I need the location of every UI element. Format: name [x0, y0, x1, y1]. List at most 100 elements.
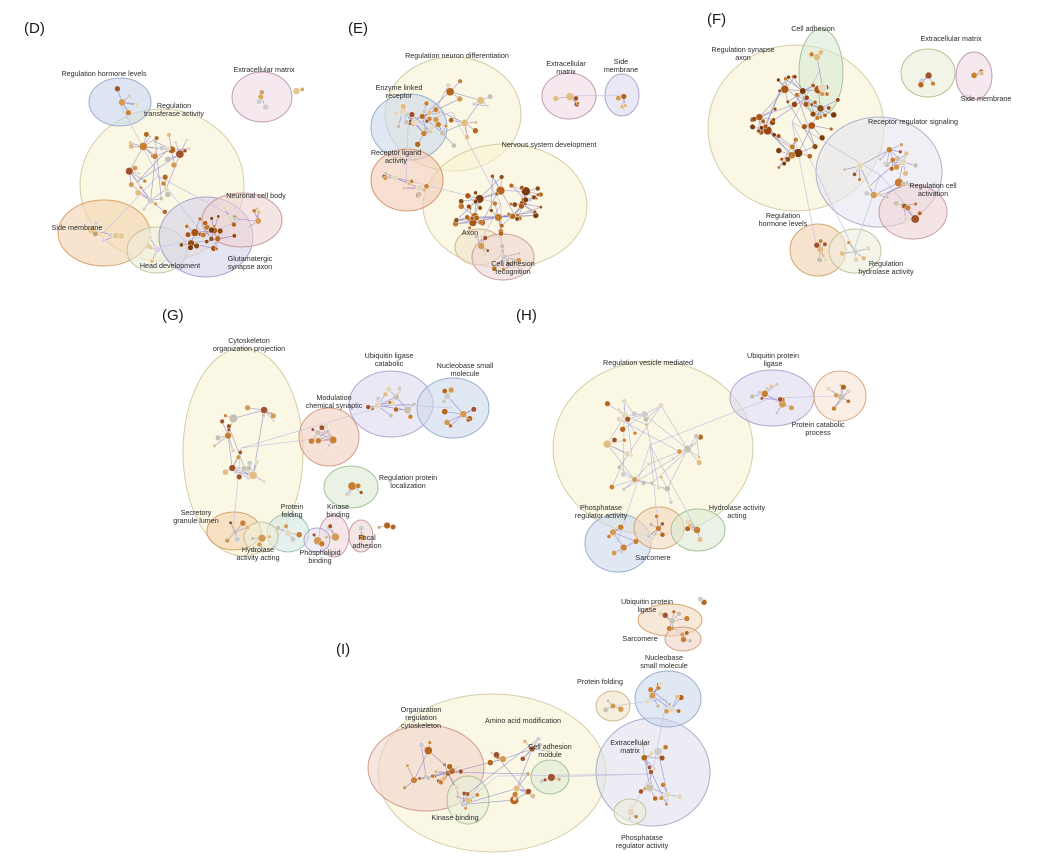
network-node [648, 522, 654, 528]
network-node [262, 479, 267, 484]
network-node [224, 432, 232, 440]
network-node [448, 117, 454, 123]
network-node [93, 220, 99, 226]
panel-e-networks [381, 78, 628, 272]
f-cell-adhesion-ellipse [798, 28, 844, 116]
network-node [676, 610, 682, 617]
network-node [617, 706, 624, 713]
network-node [162, 209, 168, 215]
network-node [446, 763, 453, 770]
network-node [863, 190, 870, 197]
network-node [134, 189, 142, 197]
network-node [647, 686, 654, 693]
network-node [490, 174, 495, 179]
network-node [777, 165, 781, 170]
panel-e: (E) Regulation neuron differentiation Nerv… [348, 20, 640, 281]
network-node [774, 382, 780, 387]
network-node [917, 210, 923, 216]
network-node [477, 205, 483, 211]
network-node [179, 242, 184, 248]
network-node [809, 102, 814, 107]
network-node [204, 239, 209, 244]
network-node [209, 216, 214, 221]
network-edge [816, 57, 824, 88]
network-node [552, 95, 560, 102]
g-cytoskeleton-organization-projection-label: Cytoskeleton organization projection [213, 336, 285, 353]
network-edge [785, 78, 804, 92]
network-node [680, 636, 687, 643]
network-node [492, 200, 498, 207]
network-edge [450, 91, 481, 101]
network-node [391, 174, 399, 182]
network-node [539, 742, 543, 747]
network-node [609, 528, 617, 536]
network-edge [233, 409, 265, 419]
network-node [821, 253, 826, 258]
network-node [530, 793, 536, 799]
network-node [659, 475, 664, 480]
network-node [903, 150, 910, 157]
network-node [606, 534, 612, 539]
network-node [621, 398, 627, 404]
network-node [822, 257, 828, 263]
network-node [136, 171, 141, 176]
network-node [648, 769, 654, 775]
network-edge [622, 414, 645, 430]
network-node [411, 401, 417, 407]
f-regulation-hydrolase-activity-label: Regulation hydrolase activity [858, 259, 914, 276]
network-node [780, 85, 789, 94]
network-node [414, 141, 421, 148]
network-node [499, 755, 507, 763]
network-edge [252, 410, 265, 476]
g-ubiquitin-ligase-catabolic-label: Ubiquitin ligase catabolic [365, 351, 414, 368]
network-node [499, 223, 505, 229]
network-node [816, 104, 825, 113]
cluster-link [791, 121, 855, 251]
network-edge [467, 738, 539, 795]
network-node [662, 744, 669, 751]
network-node [284, 529, 292, 537]
cluster-link [853, 174, 881, 251]
network-node [184, 137, 189, 142]
network-node [616, 407, 622, 413]
network-node [347, 481, 357, 491]
f-side-membrane-label: Side membrane [961, 94, 1012, 103]
network-node [683, 445, 692, 454]
network-edge [619, 467, 635, 480]
network-node [385, 385, 393, 393]
network-node [829, 126, 834, 132]
network-node [676, 708, 681, 714]
network-node [697, 455, 701, 459]
panel-e-links [405, 94, 623, 258]
network-node [785, 99, 790, 104]
i-kinase-binding-label: Kinase binding [431, 813, 478, 822]
network-edge [422, 116, 443, 134]
network-node [903, 216, 910, 223]
network-node [234, 536, 241, 543]
network-edge [627, 419, 633, 456]
h-protein-catabolic-process-label: Protein catabolic process [791, 420, 845, 437]
network-node [410, 776, 418, 784]
network-node [182, 148, 188, 154]
network-edge [442, 122, 465, 134]
network-node [793, 137, 799, 143]
network-node [648, 692, 656, 700]
network-node [657, 681, 664, 688]
network-node [499, 243, 506, 249]
network-node [623, 103, 628, 108]
network-node [804, 94, 810, 101]
i-cell-adhesion-module-label: Cell adhesion module [528, 742, 572, 759]
network-node [325, 429, 330, 435]
network-node [118, 98, 126, 107]
network-edge [128, 146, 144, 172]
network-edge [606, 443, 635, 480]
network-node [638, 788, 644, 795]
network-edge [227, 435, 233, 469]
network-node [118, 232, 125, 240]
network-node [96, 225, 103, 233]
d-extracellular-matrix-label: Extracellular matrix [233, 65, 295, 74]
network-node [148, 134, 152, 139]
network-edge [623, 458, 674, 490]
network-node [283, 523, 289, 529]
network-node [222, 468, 229, 476]
